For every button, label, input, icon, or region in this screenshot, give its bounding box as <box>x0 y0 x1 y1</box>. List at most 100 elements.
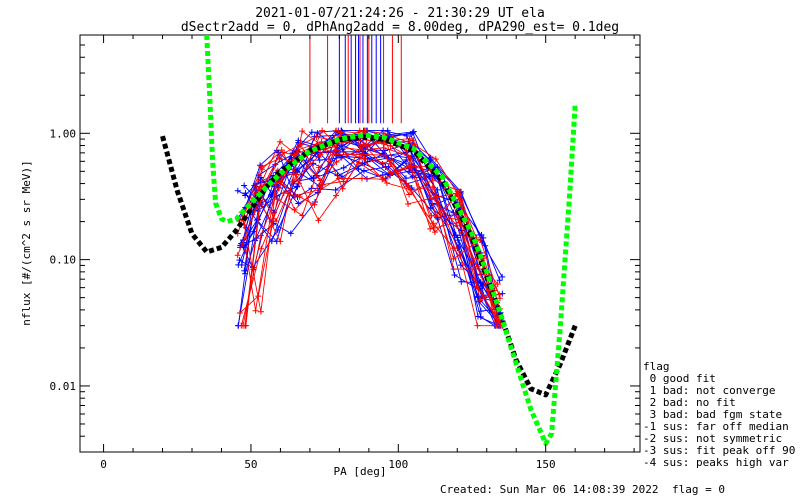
red-series-point <box>383 179 390 186</box>
red-series-point <box>381 141 388 148</box>
blue-series-point <box>499 273 506 280</box>
red-series-point <box>379 176 386 183</box>
blue-series-point <box>257 162 264 169</box>
red-series-point <box>234 252 241 259</box>
blue-series-point <box>384 127 391 134</box>
legend-item: 0 good fit <box>643 372 716 385</box>
red-series-point <box>333 127 340 134</box>
red-series-point <box>333 158 340 165</box>
flag-legend: flag 0 good fit 1 bad: not converge 2 ba… <box>643 360 795 469</box>
red-series-point <box>258 163 265 170</box>
red-series-point <box>273 218 280 225</box>
chart-title: 2021-01-07/21:24:26 - 21:30:29 UT ela <box>255 6 545 21</box>
legend-item: -1 sus: far off median <box>643 420 789 433</box>
blue-series-point <box>402 175 409 182</box>
red-series-point <box>259 166 266 173</box>
red-series-point <box>432 156 439 163</box>
fit-curve-green <box>204 35 578 446</box>
red-series-point <box>477 236 484 243</box>
red-series-point <box>297 141 304 148</box>
blue-series-point <box>332 187 339 194</box>
blue-series-point <box>316 157 323 164</box>
red-series-point <box>276 179 283 186</box>
blue-series-point <box>242 224 249 231</box>
legend-item: 1 bad: not converge <box>643 384 775 397</box>
red-series-point <box>427 225 434 232</box>
blue-series-point <box>338 174 345 181</box>
blue-series-point <box>458 278 465 285</box>
red-series-point <box>338 129 345 136</box>
red-series-point <box>386 157 393 164</box>
red-series-point <box>311 201 318 208</box>
red-series-point <box>359 146 366 153</box>
blue-series-point <box>241 267 248 274</box>
red-series-point <box>278 147 285 154</box>
blue-series-point <box>499 290 506 297</box>
vertical-lines-layer <box>309 35 402 124</box>
red-series-point <box>315 217 322 224</box>
blue-series-point <box>451 272 458 279</box>
red-series-point <box>316 181 323 188</box>
red-series-point <box>474 263 481 270</box>
red-series-point <box>258 245 265 252</box>
red-series-point <box>407 186 414 193</box>
red-series-point <box>313 134 320 141</box>
red-series-point <box>277 138 284 145</box>
red-series-point <box>252 307 259 314</box>
blue-series-point <box>475 293 482 300</box>
blue-series-point <box>478 231 485 238</box>
fit-curves-layer <box>160 35 578 446</box>
blue-series-point <box>407 130 414 137</box>
red-series-point <box>295 180 302 187</box>
blue-series-point <box>496 277 503 284</box>
red-series-point <box>361 127 368 134</box>
red-series-point <box>317 151 324 158</box>
created-timestamp: Created: Sun Mar 06 14:08:39 2022 <box>440 483 659 496</box>
red-series-point <box>406 191 413 198</box>
red-series-point <box>494 281 501 288</box>
blue-series-point <box>295 200 302 207</box>
red-series-point <box>319 127 326 134</box>
red-series-point <box>333 146 340 153</box>
blue-series-point <box>382 164 389 170</box>
legend-item: 2 bad: no fit <box>643 396 736 409</box>
red-series-point <box>280 189 287 196</box>
blue-series-point <box>334 152 341 159</box>
red-series-point <box>474 322 481 329</box>
red-series-point <box>339 185 346 192</box>
red-series-point <box>432 212 439 219</box>
red-series-point <box>333 192 340 199</box>
red-series-point <box>276 185 283 192</box>
y-tick-label: 1.00 <box>50 127 77 140</box>
red-series-point <box>454 222 461 229</box>
blue-series-point <box>477 313 484 320</box>
blue-series-point <box>234 187 241 194</box>
red-series-point <box>428 212 435 219</box>
legend-title: flag <box>643 360 670 373</box>
legend-item: -4 sus: peaks high var <box>643 456 789 469</box>
blue-series-point <box>287 230 294 237</box>
red-series-point <box>357 142 364 149</box>
blue-series-point <box>241 182 248 189</box>
red-series-point <box>410 137 417 144</box>
red-series-point <box>430 220 437 227</box>
axes-layer: 0 50 100 150 0.01 0.10 1.00 <box>50 34 640 471</box>
blue-series-point <box>308 129 315 136</box>
blue-series-point <box>274 227 281 234</box>
data-series-layer <box>234 127 506 329</box>
red-series-point <box>451 245 458 252</box>
red-series-point <box>405 182 412 189</box>
red-series-point <box>450 255 457 262</box>
red-series-point <box>480 293 487 300</box>
x-tick-label: 50 <box>244 458 257 471</box>
red-series-point <box>276 155 283 162</box>
legend-item: 3 bad: bad fgm state <box>643 408 782 421</box>
red-series-point <box>296 193 303 200</box>
x-tick-label: 150 <box>536 458 556 471</box>
red-series-point <box>387 169 394 176</box>
red-series-point <box>257 232 264 239</box>
red-series-point <box>387 142 394 149</box>
y-axis-label: nflux [#/(cm^2 s sr MeV)] <box>20 160 33 326</box>
red-series-point <box>340 178 347 185</box>
